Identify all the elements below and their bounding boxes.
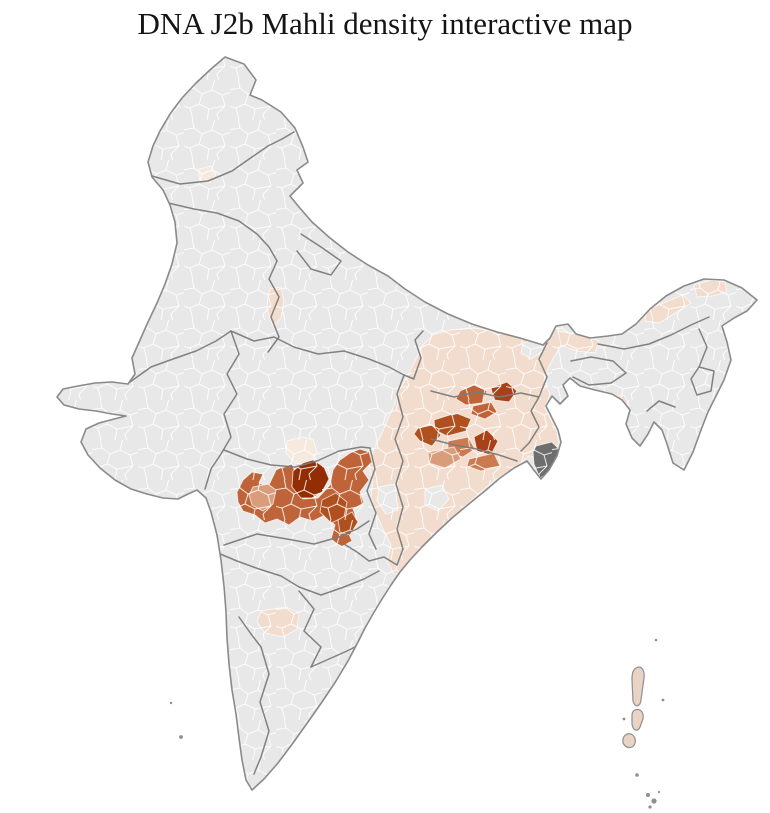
district-andaman-islands[interactable] xyxy=(622,733,636,749)
state-border-line xyxy=(310,643,362,668)
state-border-line xyxy=(204,330,240,490)
state-border-line xyxy=(129,330,232,383)
state-border-line xyxy=(520,396,540,452)
state-border-line xyxy=(223,446,371,468)
island-speck xyxy=(635,773,639,777)
island-speck xyxy=(169,701,173,705)
island-speck xyxy=(646,793,650,797)
state-border-line xyxy=(253,646,270,775)
island-speck xyxy=(654,638,658,642)
island-speck xyxy=(661,698,665,702)
island-speck xyxy=(651,798,657,804)
state-border-line xyxy=(690,366,715,396)
state-border-line xyxy=(413,330,424,379)
island-speck xyxy=(622,717,626,721)
state-border-line xyxy=(430,390,540,398)
state-border-line xyxy=(151,131,295,185)
state-border-line xyxy=(296,233,342,276)
state-border-line xyxy=(698,328,708,368)
state-border-line xyxy=(366,447,377,550)
state-border-line xyxy=(230,330,415,380)
district-andaman-islands[interactable] xyxy=(631,708,644,731)
state-border-line xyxy=(267,260,280,353)
state-border-line xyxy=(167,202,278,262)
state-border-line xyxy=(212,550,300,588)
district-andaman-islands[interactable] xyxy=(631,666,645,707)
state-border-line xyxy=(430,438,518,462)
state-border-line xyxy=(223,520,370,546)
state-border-line xyxy=(394,374,405,566)
district-borders-mesh xyxy=(57,57,757,790)
island-speck xyxy=(179,735,183,739)
state-border-line xyxy=(646,400,676,412)
island-speck xyxy=(657,790,661,794)
state-border-line xyxy=(597,316,710,350)
state-border-line xyxy=(238,616,262,648)
state-border-line xyxy=(538,342,548,398)
state-border-line xyxy=(570,356,627,386)
state-border-line xyxy=(343,543,398,566)
state-border-line xyxy=(298,570,380,596)
state-border-line xyxy=(298,590,322,668)
india-outer-boundary xyxy=(56,56,758,791)
map-title: DNA J2b Mahli density interactive map xyxy=(137,6,633,41)
island-speck xyxy=(648,805,652,809)
